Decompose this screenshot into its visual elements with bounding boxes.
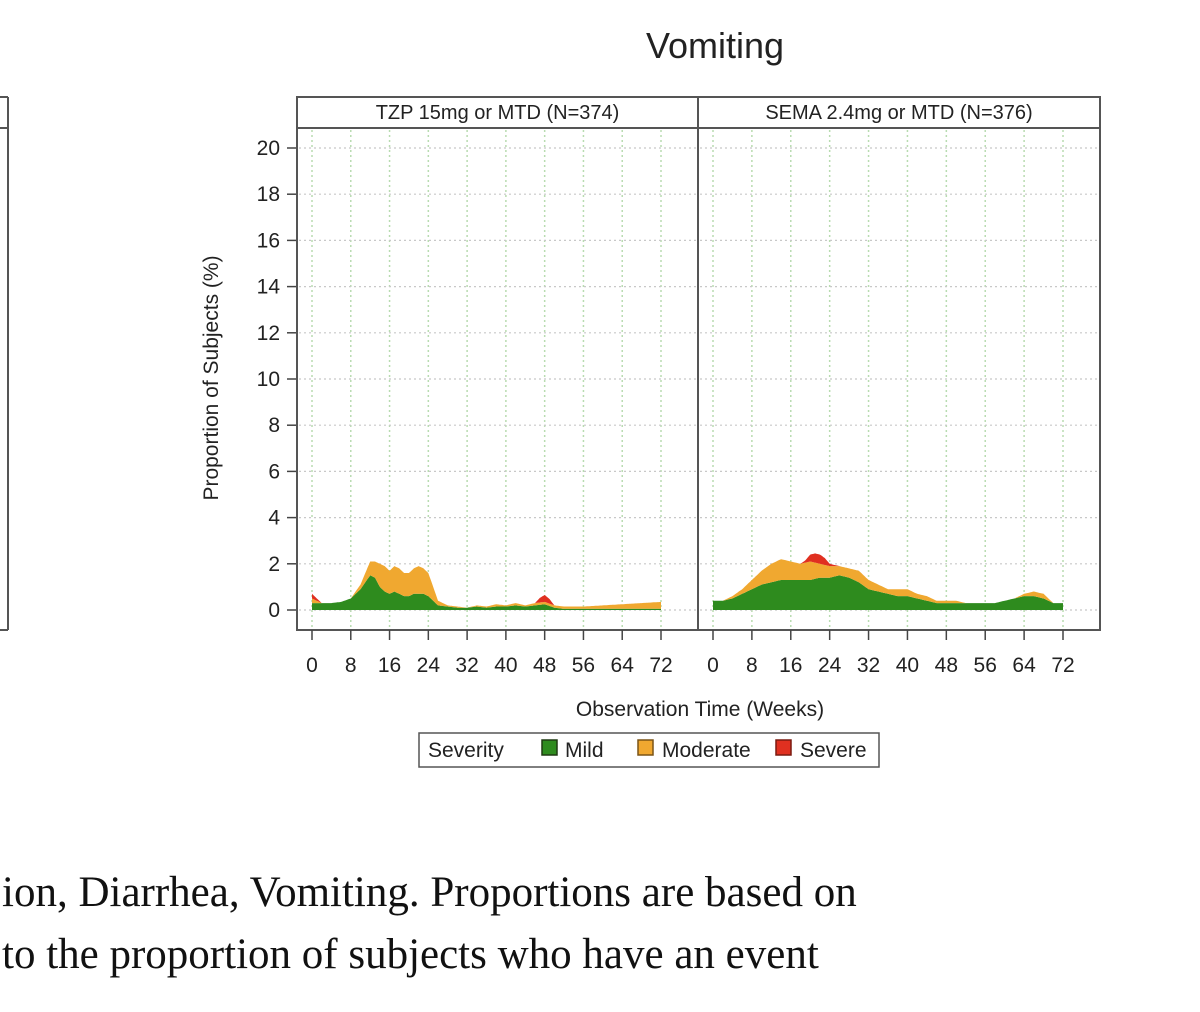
y-tick-label: 8	[268, 414, 280, 437]
x-axis-label: Observation Time (Weeks)	[576, 698, 824, 721]
y-tick-label: 20	[257, 137, 280, 160]
y-tick-label: 14	[257, 276, 281, 299]
plot-area	[698, 128, 1100, 630]
legend-title: Severity	[428, 739, 504, 762]
x-tick-label: 64	[611, 654, 635, 677]
x-tick-label: 32	[455, 654, 478, 677]
y-tick-label: 4	[268, 507, 280, 530]
caption-line-2: to the proportion of subjects who have a…	[2, 931, 819, 978]
legend-label-severe: Severe	[800, 739, 867, 762]
legend-label-moderate: Moderate	[662, 739, 751, 762]
x-tick-label: 16	[378, 654, 401, 677]
series-mild	[312, 575, 661, 610]
x-tick-label: 32	[857, 654, 880, 677]
y-tick-label: 6	[268, 460, 280, 483]
x-tick-label: 48	[533, 654, 556, 677]
y-tick-label: 10	[257, 368, 280, 391]
legend-swatch-moderate	[637, 739, 654, 756]
x-tick-label: 56	[572, 654, 595, 677]
x-tick-label: 40	[896, 654, 919, 677]
x-tick-label: 72	[1051, 654, 1074, 677]
x-tick-label: 56	[974, 654, 997, 677]
panel-header	[697, 96, 1101, 129]
panel-frame	[697, 127, 1101, 631]
x-tick-label: 48	[935, 654, 958, 677]
y-tick-label: 12	[257, 322, 280, 345]
legend: Severity Mild Moderate Severe	[418, 732, 880, 768]
x-tick-label: 0	[707, 654, 719, 677]
x-tick-label: 8	[746, 654, 758, 677]
y-tick-label: 2	[268, 553, 280, 576]
series-moderate	[312, 561, 661, 609]
series-mild	[713, 575, 1063, 610]
series-moderate	[713, 559, 1063, 604]
x-tick-label: 40	[494, 654, 517, 677]
y-tick-label: 18	[257, 183, 280, 206]
y-axis-label: Proportion of Subjects (%)	[200, 255, 223, 500]
panel-2: SEMA 2.4mg or MTD (N=376) 0 8 16 24 32 40 48 56 6…	[697, 96, 1101, 677]
x-tick-label: 16	[779, 654, 802, 677]
panel-header	[296, 96, 699, 129]
legend-swatch-mild	[541, 739, 558, 756]
x-tick-label: 24	[417, 654, 441, 677]
chart-title: Vomiting	[646, 25, 784, 66]
x-tick-label: 0	[306, 654, 318, 677]
panel-header-label: SEMA 2.4mg or MTD (N=376)	[765, 102, 1032, 124]
panel-1: TZP 15mg or MTD (N=374) 0 8 16 24 32 40 48 56 64 7…	[296, 96, 699, 677]
plot-area	[297, 128, 698, 630]
x-tick-label: 8	[345, 654, 357, 677]
y-tick-label: 0	[268, 599, 280, 622]
panel-header-label: TZP 15mg or MTD (N=374)	[376, 102, 620, 124]
x-tick-label: 72	[649, 654, 672, 677]
legend-swatch-severe	[775, 739, 792, 756]
x-tick-label: 64	[1012, 654, 1036, 677]
caption-line-1: ion, Diarrhea, Vomiting. Proportions are…	[2, 869, 857, 916]
previous-panel-edge	[0, 96, 9, 631]
y-tick-label: 16	[257, 229, 280, 252]
legend-label-mild: Mild	[565, 739, 604, 762]
x-tick-label: 24	[818, 654, 842, 677]
